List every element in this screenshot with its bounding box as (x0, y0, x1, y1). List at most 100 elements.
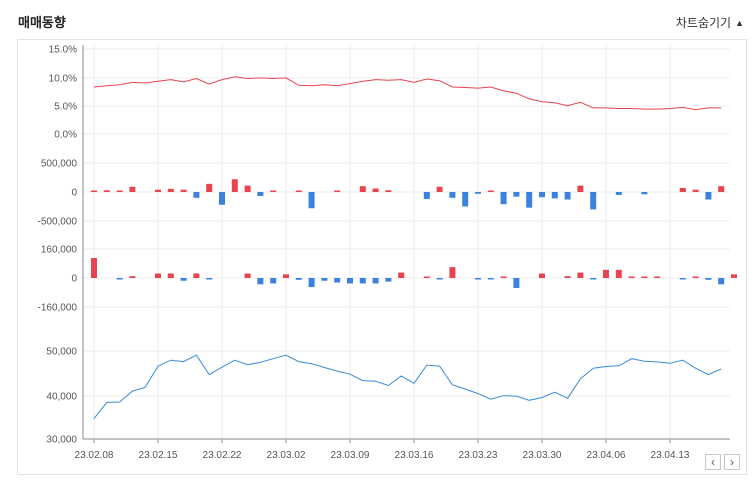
foreign-bar (193, 192, 200, 198)
institution-bar (244, 273, 251, 278)
y-tick-label: 40,000 (46, 392, 77, 403)
foreign-bar (475, 192, 481, 194)
hide-chart-label: 차트숨기기 (675, 16, 732, 30)
y-tick-label: 10.0% (49, 74, 77, 85)
institution-bar (487, 278, 494, 280)
foreign-bar (551, 192, 558, 199)
institution-bar (398, 272, 405, 278)
y-tick-label: -500,000 (38, 217, 78, 228)
y-tick-label: 0 (71, 274, 77, 285)
prev-button[interactable]: ‹ (705, 454, 721, 470)
institution-bar (500, 276, 507, 278)
foreign-bar (359, 186, 366, 192)
foreign-bar (513, 192, 520, 197)
foreign-bar (718, 186, 725, 192)
foreign-bar (372, 188, 379, 192)
foreign-bar (129, 186, 136, 192)
x-tick-label: 23.03.16 (395, 450, 434, 461)
foreign-bar (692, 189, 699, 192)
foreign-bar (116, 190, 123, 192)
price-line (93, 354, 722, 419)
foreign-bar (231, 179, 238, 192)
foreign-bar (641, 192, 648, 195)
institution-bar (423, 276, 430, 278)
institution-bar (116, 278, 123, 280)
foreign-bar (539, 192, 545, 198)
foreign-bar (423, 192, 430, 199)
triangle-up-icon: ▲ (735, 17, 744, 28)
institution-bar (475, 278, 481, 280)
foreign-bar (334, 190, 341, 192)
foreign-bar (270, 190, 277, 192)
institution-bar (257, 278, 264, 285)
institution-bar (206, 278, 213, 280)
foreign-bar (705, 192, 712, 200)
institution-bar (436, 278, 443, 280)
foreign-bar (167, 188, 174, 192)
y-tick-label: 0.0% (54, 130, 77, 141)
page-title: 매매동향 (18, 15, 66, 30)
institution-bar (628, 276, 635, 278)
institution-bar (731, 274, 737, 278)
foreign-bar (206, 183, 213, 192)
foreign-bar (679, 187, 686, 192)
institution-bar (91, 258, 97, 278)
next-button[interactable]: › (724, 454, 740, 470)
institution-bar (679, 278, 686, 280)
institution-bar (193, 273, 200, 278)
foreign-bar (257, 192, 264, 197)
foreign-bar (308, 192, 315, 209)
foreign-bar (244, 185, 251, 192)
foreign-bar (436, 186, 443, 192)
chart-pager: ‹ › (705, 454, 740, 470)
institution-bar (615, 269, 622, 278)
y-tick-label: -160,000 (38, 303, 78, 314)
foreign-bar (155, 189, 161, 192)
x-tick-label: 23.03.30 (523, 450, 562, 461)
institution-bar (295, 278, 302, 280)
hide-chart-toggle[interactable]: 차트숨기기 ▲ (676, 14, 744, 31)
foreign-bar (103, 190, 110, 192)
foreign-bar (449, 192, 456, 198)
foreign-bar (564, 192, 571, 200)
institution-bar (577, 272, 584, 278)
institution-bar (692, 276, 699, 278)
institution-bar (321, 278, 328, 281)
institution-bar (385, 278, 392, 282)
x-tick-label: 23.04.13 (651, 450, 690, 461)
foreign-bar (615, 192, 622, 195)
institution-bar (167, 273, 174, 278)
y-tick-label: 15.0% (49, 45, 77, 56)
foreign-bar (526, 192, 533, 208)
x-tick-label: 23.03.09 (331, 450, 370, 461)
institution-bar (513, 278, 520, 288)
institution-bar (539, 273, 545, 278)
y-tick-label: 5.0% (54, 102, 77, 113)
foreign-bar (462, 192, 469, 207)
institution-bar (603, 269, 609, 278)
x-tick-label: 23.02.15 (139, 450, 178, 461)
foreign-bar (500, 192, 507, 205)
y-tick-label: 0 (71, 188, 77, 199)
y-tick-label: 160,000 (41, 245, 78, 256)
foreign-bar (577, 185, 584, 192)
foreign-bar (91, 190, 97, 192)
y-tick-label: 30,000 (46, 435, 77, 446)
institution-bar (705, 278, 712, 280)
institution-bar (359, 278, 366, 284)
institution-bar (308, 278, 315, 288)
institution-bar (180, 278, 187, 281)
institution-bar (718, 278, 725, 285)
institution-bar (372, 278, 379, 284)
foreign-ratio-line (93, 76, 722, 111)
foreign-bar (295, 190, 302, 192)
institution-bar (641, 276, 648, 278)
institution-bar (283, 274, 289, 278)
foreign-bar (219, 192, 225, 205)
institution-bar (270, 278, 277, 284)
institution-bar (334, 278, 341, 283)
foreign-bar (180, 189, 187, 192)
institution-bar (564, 276, 571, 278)
institution-bar (129, 276, 136, 278)
